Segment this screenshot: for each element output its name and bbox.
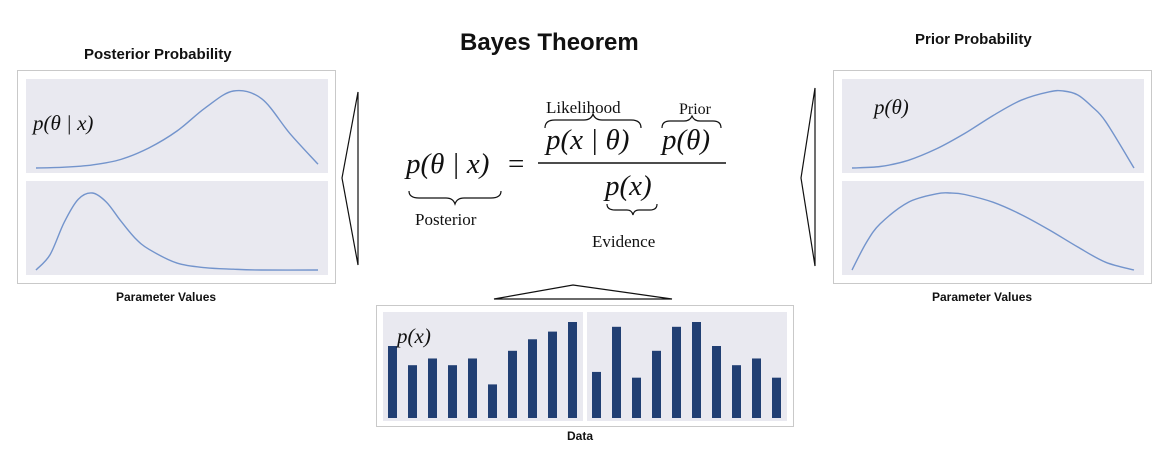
prior-brace [661, 114, 722, 129]
data-bar [592, 371, 601, 418]
data-bar [488, 384, 497, 418]
data-frame: p(x) [376, 305, 794, 427]
data-bar [752, 358, 761, 418]
data-bar [568, 322, 577, 418]
data-bar [528, 339, 537, 418]
prior-curve-bottom-line [851, 192, 1135, 271]
likelihood-term: p(x | θ) [546, 124, 630, 156]
arrow-from-prior [800, 87, 816, 267]
prior-curve-top-line [851, 89, 1135, 169]
data-bar [692, 322, 701, 418]
data-caption: Data [567, 429, 594, 443]
data-label: p(x) [397, 324, 431, 348]
posterior-panel-bottom [26, 181, 328, 275]
prior-curve-top [851, 89, 1135, 169]
data-bar [408, 365, 417, 418]
prior-curve-bottom [851, 192, 1135, 271]
data-bar [652, 350, 661, 418]
data-bar [388, 346, 397, 418]
posterior-curve-bottom-line [35, 192, 319, 271]
posterior-panel-top: p(θ | x) [26, 79, 328, 173]
evidence-label: Evidence [592, 232, 656, 251]
likelihood-brace [544, 112, 642, 129]
evidence-brace [606, 203, 658, 216]
prior-heading: Prior Probability [915, 31, 1032, 48]
prior-label: p(θ) [874, 95, 909, 119]
posterior-heading: Posterior Probability [84, 46, 232, 63]
posterior-curve-top-line [35, 89, 319, 169]
data-bars-right [592, 322, 781, 418]
data-bar [548, 331, 557, 418]
data-bar [428, 358, 437, 418]
page-title: Bayes Theorem [460, 29, 639, 56]
data-bar [712, 346, 721, 418]
posterior-label: p(θ | x) [33, 111, 94, 135]
data-bar [732, 365, 741, 418]
prior-panel-top: p(θ) [842, 79, 1144, 173]
evidence-term: p(x) [605, 170, 652, 202]
likelihood-label: Likelihood [546, 98, 621, 117]
data-bars-left [388, 322, 577, 418]
data-bar [448, 365, 457, 418]
posterior-term: p(θ | x) [406, 148, 490, 180]
posterior-brace [408, 190, 502, 206]
arrow-to-posterior [341, 91, 359, 266]
prior-panel-bottom [842, 181, 1144, 275]
prior-frame: p(θ) [833, 70, 1152, 284]
data-panel-left: p(x) [383, 312, 583, 421]
data-bar [772, 377, 781, 418]
prior-axis-caption: Parameter Values [932, 290, 1033, 304]
arrow-from-data [493, 284, 673, 300]
data-bar [632, 377, 641, 418]
prior-term-label: Prior [679, 101, 711, 118]
data-bar [508, 350, 517, 418]
data-bar [672, 326, 681, 418]
posterior-frame: p(θ | x) [17, 70, 336, 284]
posterior-curve-top [35, 89, 319, 169]
posterior-axis-caption: Parameter Values [116, 290, 217, 304]
prior-term: p(θ) [662, 124, 711, 156]
equals-sign: = [508, 148, 525, 180]
posterior-term-label: Posterior [415, 210, 477, 229]
data-panel-right [587, 312, 787, 421]
data-bar [612, 326, 621, 418]
posterior-curve-bottom [35, 192, 319, 271]
data-bar [468, 358, 477, 418]
